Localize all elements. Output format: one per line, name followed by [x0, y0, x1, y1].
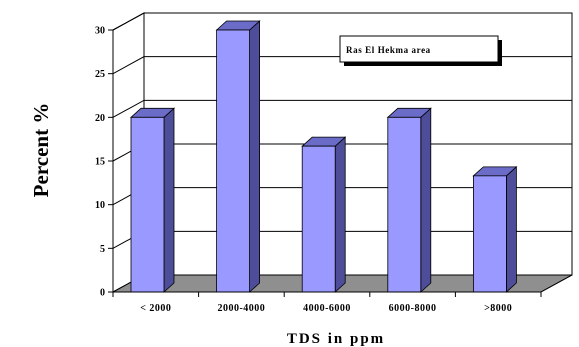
bar	[129, 107, 176, 293]
y-axis-title: Percent %	[29, 103, 53, 198]
gridline	[112, 99, 572, 118]
bar-side	[420, 107, 432, 293]
x-category-label: 2000-4000	[217, 303, 265, 314]
y-tick-label: 10	[95, 200, 105, 211]
y-tick-label: 20	[95, 113, 105, 124]
bar	[215, 20, 261, 293]
bar	[472, 165, 518, 293]
y-tick-label: 25	[95, 69, 105, 80]
bar	[301, 136, 347, 293]
x-axis-title: TDS in ppm	[287, 331, 385, 347]
gridline	[112, 12, 572, 31]
y-tick-label: 30	[95, 26, 105, 37]
x-axis-categories: < 2000 2000-4000 4000-6000 6000-8000 >8000	[112, 291, 542, 314]
y-tick-label: 5	[100, 244, 105, 255]
x-category-label: 6000-8000	[389, 303, 437, 314]
bar-side	[505, 165, 517, 293]
bars	[129, 20, 518, 293]
legend: Ras El Hekma area	[339, 35, 502, 66]
legend-label: Ras El Hekma area	[346, 45, 431, 55]
y-tick-label: 0	[100, 288, 105, 299]
x-category-label: 4000-6000	[303, 303, 351, 314]
bar	[386, 107, 432, 293]
y-tick-label: 15	[95, 157, 105, 168]
x-category-label: >8000	[484, 303, 512, 314]
x-category-label: < 2000	[140, 303, 171, 314]
bar-front	[216, 29, 251, 293]
bar-side	[163, 107, 175, 293]
bar-front	[472, 175, 507, 293]
legend-shadow	[498, 40, 502, 66]
y-axis-ticks: 0 5 10 15 20 25 30	[95, 26, 114, 299]
bar-front	[130, 116, 165, 293]
bar-front	[387, 116, 422, 293]
bar-side	[249, 20, 261, 293]
legend-box	[339, 35, 499, 63]
bar-front	[301, 145, 336, 293]
bar-side	[334, 136, 346, 293]
legend-shadow-bottom	[344, 62, 502, 66]
